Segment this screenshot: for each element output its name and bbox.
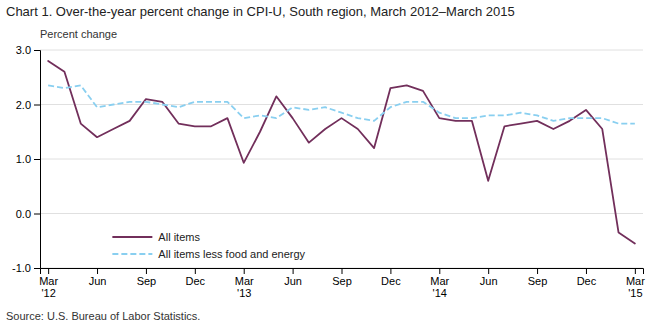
tick-label: Sep xyxy=(137,275,157,287)
tick-mark xyxy=(390,268,391,274)
legend-swatch xyxy=(112,253,152,255)
grid xyxy=(40,50,643,268)
legend-label: All items xyxy=(158,231,200,243)
tick-mark xyxy=(586,268,587,274)
tick-mark xyxy=(34,214,40,215)
annotation: Source: U.S. Bureau of Labor Statistics. xyxy=(6,310,200,322)
tick: Mar'12 xyxy=(39,268,58,299)
tick-label-line: Mar xyxy=(430,275,449,287)
tick-mark xyxy=(97,268,98,274)
tick-label: Dec xyxy=(381,275,401,287)
tick-label: Dec xyxy=(186,275,206,287)
tick: Mar'13 xyxy=(235,268,254,299)
grid-line xyxy=(40,104,643,105)
tick-mark xyxy=(48,268,49,274)
series-line xyxy=(48,85,635,123)
tick: 3.0 xyxy=(16,44,40,56)
tick-label: Jun xyxy=(284,275,302,287)
plot-area: -1.00.01.02.03.0Mar'12JunSepDecMar'13Jun… xyxy=(12,44,645,299)
y-axis-label: Percent change xyxy=(40,28,117,40)
tick-label-line: Mar xyxy=(626,275,645,287)
tick-label-line: Sep xyxy=(528,275,548,287)
tick-mark xyxy=(34,159,40,160)
tick: Jun xyxy=(89,268,107,287)
tick: Dec xyxy=(186,268,206,287)
tick: 0.0 xyxy=(16,208,40,220)
tick: Jun xyxy=(480,268,498,287)
title: Chart 1. Over-the-year percent change in… xyxy=(6,4,515,19)
legend: All items All items less food and energy xyxy=(112,231,305,260)
tick-mark xyxy=(244,268,245,274)
x-axis: Mar'12JunSepDecMar'13JunSepDecMar'14JunS… xyxy=(39,268,645,299)
tick-mark xyxy=(537,268,538,274)
tick-label-line: Sep xyxy=(137,275,157,287)
tick-label-line: '13 xyxy=(237,287,251,299)
tick: Dec xyxy=(381,268,401,287)
tick-label: Sep xyxy=(528,275,548,287)
tick: Sep xyxy=(332,268,352,287)
series-group xyxy=(48,61,635,244)
tick-label-line: Mar xyxy=(39,275,58,287)
legend-item: All items xyxy=(112,231,200,243)
tick-label-line: Dec xyxy=(381,275,401,287)
tick-mark xyxy=(293,268,294,274)
grid-line xyxy=(40,213,643,214)
tick: -1.0 xyxy=(12,262,40,274)
tick: 1.0 xyxy=(16,153,40,165)
tick-label-line: '12 xyxy=(41,287,55,299)
chart: Chart 1. Over-the-year percent change in… xyxy=(0,0,659,326)
tick: Sep xyxy=(137,268,157,287)
tick-label: Mar'13 xyxy=(235,275,254,300)
axis-line xyxy=(41,269,644,275)
legend-item: All items less food and energy xyxy=(112,248,305,260)
tick-label: Jun xyxy=(480,275,498,287)
y-axis: -1.0 0.0 1.0 2.0 3.0 xyxy=(12,44,40,274)
tick-label-line: Jun xyxy=(284,275,302,287)
tick-label: Mar'14 xyxy=(430,275,449,300)
tick: Dec xyxy=(577,268,597,287)
tick-mark xyxy=(635,268,636,274)
legend-label: All items less food and energy xyxy=(158,248,305,260)
tick-label-line: Jun xyxy=(480,275,498,287)
tick-label: -1.0 xyxy=(12,262,31,274)
tick-label-line: Dec xyxy=(186,275,206,287)
tick-label-line: Jun xyxy=(89,275,107,287)
grid-line xyxy=(40,159,643,160)
axis-line xyxy=(34,51,41,269)
tick-label-line: '15 xyxy=(628,287,642,299)
tick-mark xyxy=(342,268,343,274)
tick-mark xyxy=(34,105,40,106)
tick: Sep xyxy=(528,268,548,287)
tick: Mar'14 xyxy=(430,268,449,299)
tick-label: Dec xyxy=(577,275,597,287)
tick-label-line: Mar xyxy=(235,275,254,287)
tick-label: 0.0 xyxy=(16,208,31,220)
tick-mark xyxy=(146,268,147,274)
tick-label-line: '14 xyxy=(433,287,447,299)
tick-mark xyxy=(34,268,40,269)
tick-mark xyxy=(488,268,489,274)
tick-mark xyxy=(195,268,196,274)
tick-label: Mar'12 xyxy=(39,275,58,300)
tick-label: 1.0 xyxy=(16,153,31,165)
tick-label: Mar'15 xyxy=(626,275,645,300)
tick-label: 2.0 xyxy=(16,99,31,111)
tick: Mar'15 xyxy=(626,268,645,299)
tick-mark xyxy=(34,50,40,51)
legend-swatch xyxy=(112,236,152,238)
series-line xyxy=(48,61,635,244)
tick: 2.0 xyxy=(16,99,40,111)
tick-mark xyxy=(439,268,440,274)
tick-label-line: Dec xyxy=(577,275,597,287)
tick-label-line: Sep xyxy=(332,275,352,287)
tick-label: 3.0 xyxy=(16,44,31,56)
grid-line xyxy=(40,50,643,51)
tick: Jun xyxy=(284,268,302,287)
tick-label: Jun xyxy=(89,275,107,287)
tick-label: Sep xyxy=(332,275,352,287)
